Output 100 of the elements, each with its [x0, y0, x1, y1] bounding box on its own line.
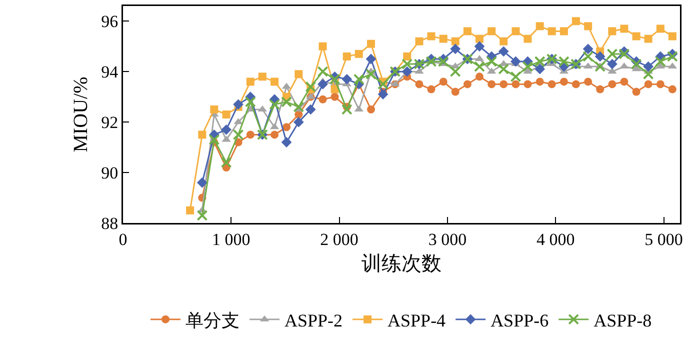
point	[210, 105, 218, 114]
point	[281, 137, 292, 148]
point	[654, 56, 666, 68]
point	[244, 96, 256, 108]
point	[415, 37, 424, 46]
point	[668, 85, 676, 94]
point	[329, 74, 340, 85]
point	[367, 40, 375, 48]
point	[463, 80, 472, 88]
x-tick-label: 0	[118, 230, 128, 249]
point	[584, 22, 592, 30]
point	[608, 27, 616, 36]
point	[572, 17, 580, 26]
point	[608, 80, 616, 88]
point	[500, 80, 508, 88]
y-tick-label: 94	[101, 62, 119, 82]
point	[510, 56, 521, 67]
point	[258, 72, 266, 81]
point	[246, 130, 254, 139]
point	[584, 78, 592, 86]
point	[282, 123, 291, 132]
point	[293, 101, 304, 112]
point	[378, 89, 388, 100]
point	[594, 61, 606, 72]
point	[536, 78, 544, 86]
point	[318, 42, 327, 50]
point	[450, 44, 461, 54]
y-tick-label: 92	[101, 113, 118, 132]
point	[451, 37, 460, 46]
point	[524, 34, 532, 43]
point	[221, 124, 232, 135]
point	[450, 66, 461, 78]
legend-label: ASPP-8	[594, 310, 652, 330]
point	[500, 37, 508, 46]
point	[220, 156, 232, 168]
point	[666, 50, 678, 62]
point	[548, 27, 556, 36]
point	[606, 58, 618, 70]
point	[644, 80, 652, 88]
point	[293, 116, 304, 128]
point	[367, 105, 375, 114]
point	[342, 52, 351, 60]
point	[644, 34, 652, 43]
point	[536, 22, 544, 30]
point	[560, 27, 568, 36]
point	[270, 78, 279, 86]
point	[534, 64, 546, 74]
y-tick-label: 96	[101, 12, 118, 32]
legend-label: ASPP-4	[388, 310, 446, 330]
point	[632, 32, 640, 40]
point	[620, 78, 628, 86]
x-tick-label: 4 000	[536, 230, 575, 249]
point	[488, 80, 496, 88]
point	[572, 80, 580, 88]
point	[341, 104, 352, 115]
point	[475, 72, 484, 81]
point	[222, 110, 230, 118]
point	[318, 79, 328, 90]
point	[198, 130, 206, 139]
point	[354, 50, 363, 58]
point	[415, 80, 424, 88]
point	[366, 54, 376, 64]
point	[582, 50, 594, 62]
point	[475, 34, 484, 43]
point	[656, 80, 664, 88]
point	[366, 68, 376, 80]
point	[594, 51, 606, 62]
legend-label: ASPP-2	[284, 310, 343, 330]
point	[403, 52, 412, 60]
point	[524, 80, 532, 88]
x-tick-label: 1 000	[212, 230, 250, 249]
point	[305, 81, 316, 92]
point	[596, 85, 604, 94]
point	[656, 24, 664, 33]
point	[630, 58, 642, 70]
legend-label: ASPP-6	[490, 310, 549, 330]
point	[632, 88, 640, 96]
point	[318, 95, 327, 104]
point	[186, 206, 194, 214]
point	[427, 32, 436, 40]
point	[512, 27, 520, 36]
y-tick-label: 90	[101, 163, 118, 182]
x-axis-title: 训练次数	[362, 253, 442, 276]
point	[294, 70, 303, 78]
point	[668, 32, 676, 40]
point	[474, 61, 485, 72]
point	[560, 78, 568, 86]
point	[522, 61, 534, 72]
point	[246, 78, 254, 86]
point	[463, 27, 472, 36]
point	[353, 74, 364, 85]
point	[233, 99, 244, 110]
point	[488, 27, 496, 36]
point	[439, 78, 448, 86]
point	[620, 24, 628, 33]
point	[196, 210, 208, 221]
point	[196, 177, 208, 188]
point	[439, 34, 448, 43]
point	[498, 64, 510, 75]
point	[548, 80, 556, 88]
